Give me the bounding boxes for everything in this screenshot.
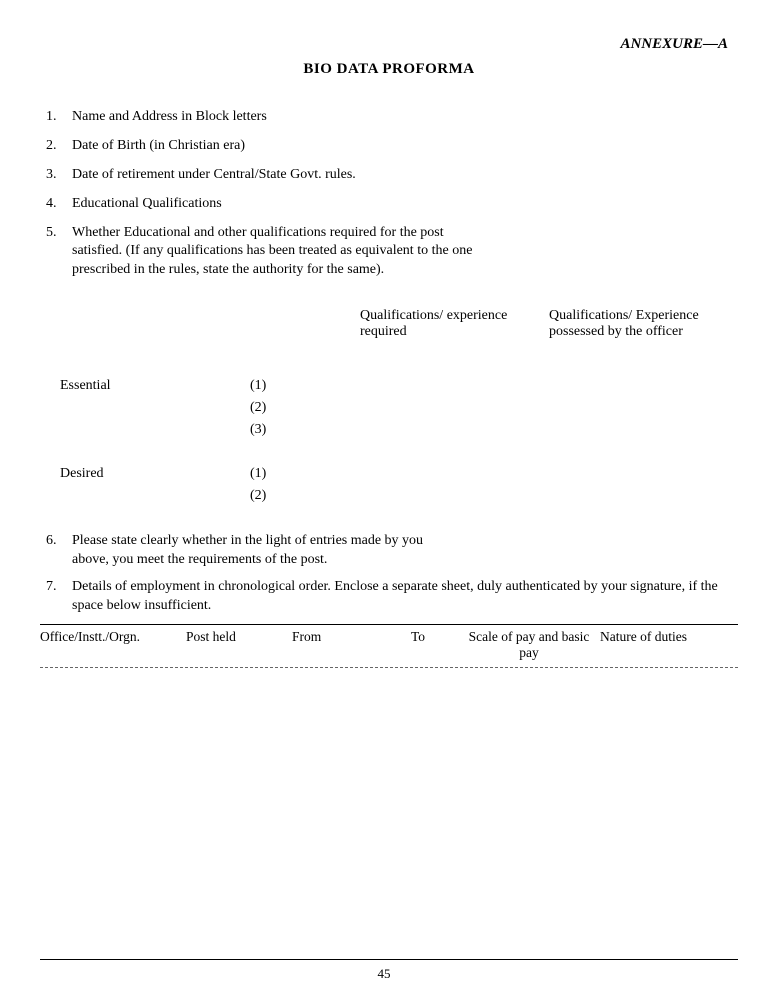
desired-num-1: (1) — [250, 466, 266, 482]
essential-numbers: (1) (2) (3) — [250, 378, 266, 444]
essential-row: Essential (1) (2) (3) — [60, 378, 738, 444]
employment-table-header: Office/Instt./Orgn. Post held From To Sc… — [40, 625, 738, 667]
bottom-rule — [40, 959, 738, 960]
item-text: Date of Birth (in Christian era) — [72, 138, 245, 153]
col-duties: Nature of duties — [600, 629, 738, 661]
item-number: 3. — [46, 166, 57, 185]
item-text: Whether Educational and other qualificat… — [72, 225, 472, 278]
item-text: Date of retirement under Central/State G… — [72, 167, 356, 182]
item-number: 6. — [46, 532, 57, 551]
essential-num-3: (3) — [250, 422, 266, 438]
item-number: 1. — [46, 108, 57, 127]
col-office: Office/Instt./Orgn. — [40, 629, 186, 661]
items-list-1: 1. Name and Address in Block letters 2. … — [46, 108, 738, 280]
page-number: 45 — [0, 966, 768, 982]
item-text: Name and Address in Block letters — [72, 109, 267, 124]
item-6: 6. Please state clearly whether in the l… — [46, 532, 452, 570]
item-3: 3. Date of retirement under Central/Stat… — [46, 166, 492, 185]
item-7: 7. Details of employment in chronologica… — [46, 578, 738, 616]
desired-label: Desired — [60, 466, 250, 510]
item-text: Educational Qualifications — [72, 196, 222, 211]
qualification-headers: Qualifications/ experience required Qual… — [40, 308, 738, 340]
page-title: BIO DATA PROFORMA — [40, 61, 738, 78]
item-number: 5. — [46, 224, 57, 243]
col-post: Post held — [186, 629, 292, 661]
desired-row: Desired (1) (2) — [60, 466, 738, 510]
qualification-rows: Essential (1) (2) (3) Desired (1) (2) — [60, 378, 738, 510]
page: ANNEXURE—A BIO DATA PROFORMA 1. Name and… — [0, 0, 768, 994]
desired-num-2: (2) — [250, 488, 266, 504]
item-number: 7. — [46, 578, 57, 597]
item-4: 4. Educational Qualifications — [46, 195, 492, 214]
essential-num-2: (2) — [250, 400, 266, 416]
essential-label: Essential — [60, 378, 250, 444]
item-text: Please state clearly whether in the ligh… — [72, 533, 423, 567]
spacer — [40, 308, 360, 340]
employment-table: Office/Instt./Orgn. Post held From To Sc… — [40, 624, 738, 668]
item-text: Details of employment in chronological o… — [72, 579, 718, 613]
items-list-2: 6. Please state clearly whether in the l… — [46, 532, 738, 616]
essential-num-1: (1) — [250, 378, 266, 394]
col-to: To — [378, 629, 464, 661]
item-1: 1. Name and Address in Block letters — [46, 108, 492, 127]
item-number: 4. — [46, 195, 57, 214]
item-number: 2. — [46, 137, 57, 156]
desired-numbers: (1) (2) — [250, 466, 266, 510]
qual-header-possessed: Qualifications/ Experience possessed by … — [549, 308, 738, 340]
col-scale: Scale of pay and basic pay — [464, 629, 600, 661]
qual-header-required: Qualifications/ experience required — [360, 308, 549, 340]
col-from: From — [292, 629, 378, 661]
annexure-label: ANNEXURE—A — [40, 36, 728, 53]
item-5: 5. Whether Educational and other qualifi… — [46, 224, 492, 281]
item-2: 2. Date of Birth (in Christian era) — [46, 137, 492, 156]
